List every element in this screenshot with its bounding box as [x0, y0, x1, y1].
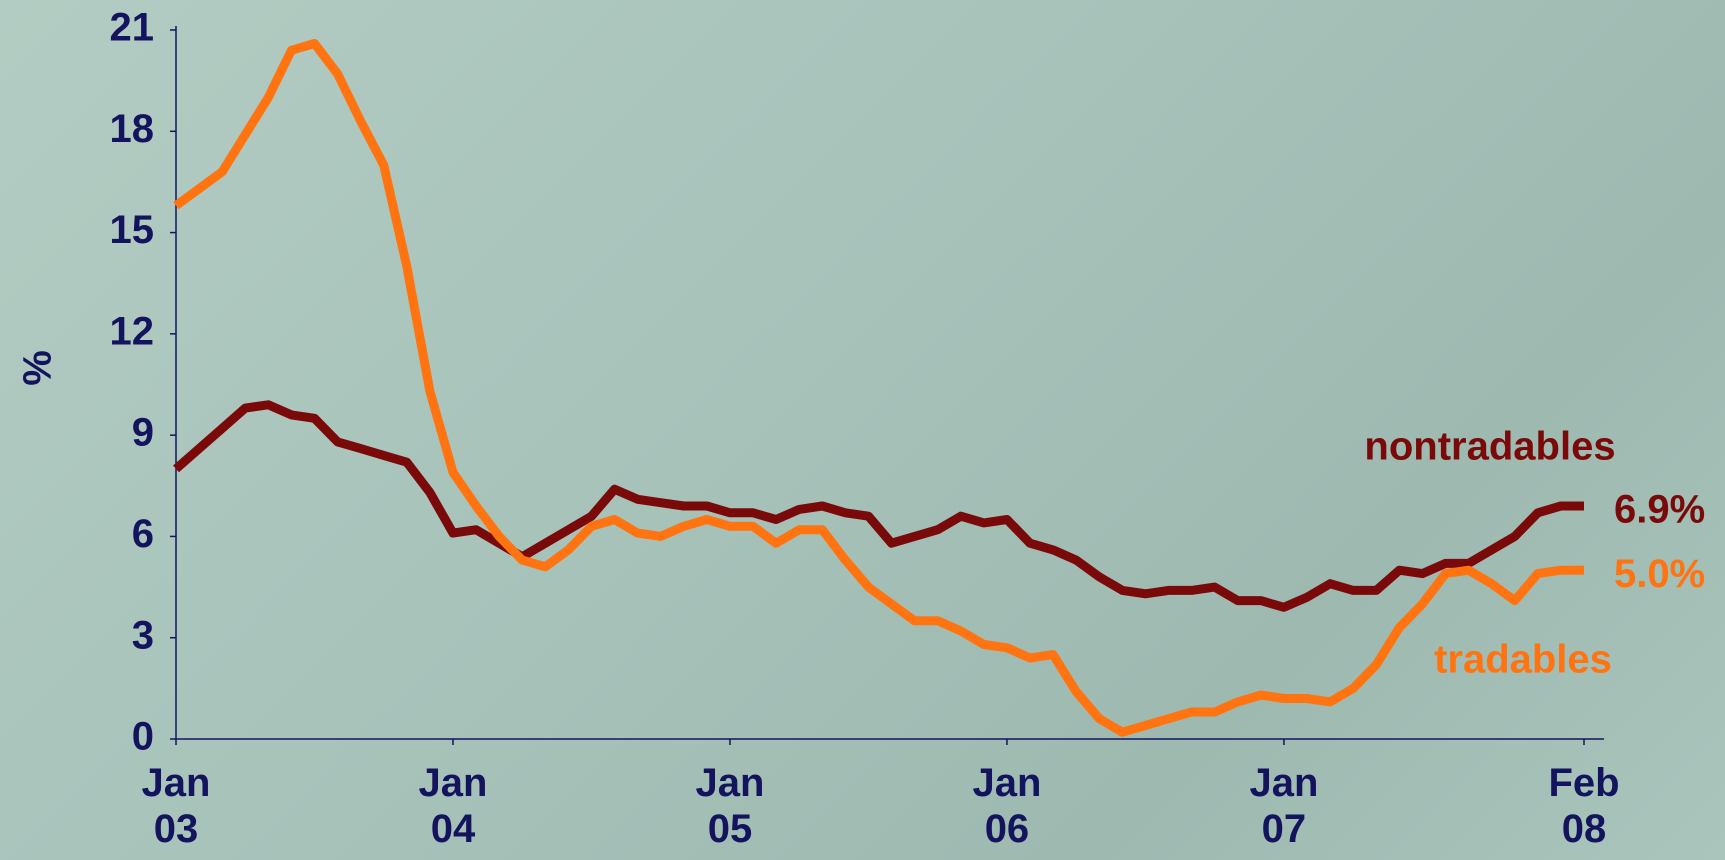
series-label: tradables — [1434, 638, 1612, 682]
chart: % 0 3 6 9 12 15 18 21 nontradables 6.9% tradables5… — [0, 0, 1725, 860]
y-tick-label: 6 — [132, 512, 154, 556]
x-tick-label: Jan 03 — [121, 760, 231, 852]
x-tick-label: Feb 08 — [1529, 760, 1639, 852]
y-tick-label: 9 — [132, 411, 154, 455]
y-tick-label: 21 — [110, 6, 155, 50]
series-label: nontradables — [1364, 425, 1615, 469]
y-tick-label: 15 — [110, 208, 155, 252]
y-tick-label: 18 — [110, 107, 155, 151]
value-label: 5.0% — [1614, 552, 1705, 596]
y-tick-label: 0 — [132, 715, 154, 759]
y-axis-label: % — [16, 350, 60, 386]
x-tick-label: Jan 04 — [398, 760, 508, 852]
y-tick-label: 12 — [110, 309, 155, 353]
series-line — [176, 44, 1584, 733]
y-tick-label: 3 — [132, 613, 154, 657]
value-label: 6.9% — [1614, 488, 1705, 532]
x-tick-label: Jan 07 — [1229, 760, 1339, 852]
x-tick-label: Jan 05 — [675, 760, 785, 852]
x-tick-label: Jan 06 — [952, 760, 1062, 852]
plot: % 0 3 6 9 12 15 18 21 nontradables 6.9% tradables5… — [0, 0, 1725, 860]
